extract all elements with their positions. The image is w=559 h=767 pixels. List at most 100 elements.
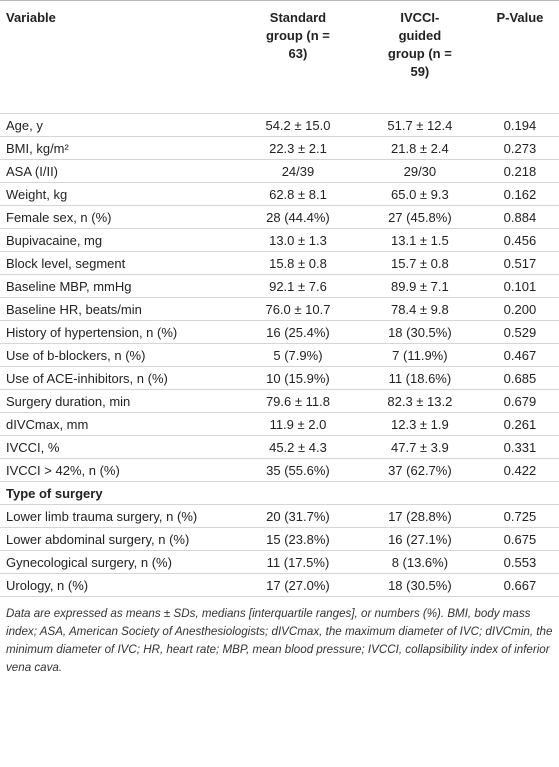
table-row: dIVCmax, mm 11.9 ± 2.0 12.3 ± 1.9 0.261 <box>0 412 559 436</box>
cell: 51.7 ± 12.4 <box>358 113 481 137</box>
row-label: Block level, segment <box>0 251 237 275</box>
table-row: Block level, segment 15.8 ± 0.8 15.7 ± 0.8… <box>0 251 559 275</box>
table-row: Bupivacaine, mg 13.0 ± 1.3 13.1 ± 1.5 0.456 <box>0 228 559 252</box>
cell: 29/30 <box>358 159 481 183</box>
cell: 0.884 <box>480 205 559 229</box>
cell: 82.3 ± 13.2 <box>358 389 481 413</box>
cell: 45.2 ± 4.3 <box>237 435 359 459</box>
cell: 0.467 <box>480 343 559 367</box>
cell: 16 (25.4%) <box>237 320 359 344</box>
header-text: Standard group (n = 63) <box>265 10 330 61</box>
row-label: Bupivacaine, mg <box>0 228 237 252</box>
cell: 15 (23.8%) <box>237 527 359 551</box>
row-label: Weight, kg <box>0 182 237 206</box>
cell: 0.517 <box>480 251 559 275</box>
row-label: ASA (I/II) <box>0 159 237 183</box>
table-row: Use of b-blockers, n (%) 5 (7.9%) 7 (11.9%… <box>0 343 559 367</box>
cell: 0.667 <box>480 573 559 597</box>
section-label: Type of surgery <box>0 481 559 505</box>
cell: 8 (13.6%) <box>358 550 481 574</box>
row-label: Lower limb trauma surgery, n (%) <box>0 504 237 528</box>
cell: 27 (45.8%) <box>358 205 481 229</box>
row-label: Female sex, n (%) <box>0 205 237 229</box>
header-text: IVCCI-guided group (n = 59) <box>387 10 452 79</box>
table-row: Urology, n (%) 17 (27.0%) 18 (30.5%) 0.667 <box>0 573 559 597</box>
cell: 0.162 <box>480 182 559 206</box>
header-row: Variable Standard group (n = 63) IVCCI-gui… <box>0 0 559 114</box>
table-row: IVCCI, % 45.2 ± 4.3 47.7 ± 3.9 0.331 <box>0 435 559 459</box>
cell: 0.422 <box>480 458 559 482</box>
row-label: Age, y <box>0 113 237 137</box>
cell: 92.1 ± 7.6 <box>237 274 359 298</box>
header-text: P-Value <box>496 10 544 25</box>
cell: 0.675 <box>480 527 559 551</box>
row-label: Urology, n (%) <box>0 573 237 597</box>
cell: 11 (18.6%) <box>358 366 481 390</box>
cell: 12.3 ± 1.9 <box>358 412 481 436</box>
cell: 5 (7.9%) <box>237 343 359 367</box>
cell: 28 (44.4%) <box>237 205 359 229</box>
table-row: Age, y 54.2 ± 15.0 51.7 ± 12.4 0.194 <box>0 113 559 137</box>
cell: 0.101 <box>480 274 559 298</box>
cell: 37 (62.7%) <box>358 458 481 482</box>
row-label: IVCCI, % <box>0 435 237 459</box>
cell: 47.7 ± 3.9 <box>358 435 481 459</box>
cell: 62.8 ± 8.1 <box>237 182 359 206</box>
cell: 79.6 ± 11.8 <box>237 389 359 413</box>
row-label: Use of ACE-inhibitors, n (%) <box>0 366 237 390</box>
table-row: Baseline HR, beats/min 76.0 ± 10.7 78.4 ± … <box>0 297 559 321</box>
table-row: IVCCI > 42%, n (%) 35 (55.6%) 37 (62.7%) 0.… <box>0 458 559 482</box>
cell: 0.218 <box>480 159 559 183</box>
cell: 0.456 <box>480 228 559 252</box>
cell: 16 (27.1%) <box>358 527 481 551</box>
cell: 18 (30.5%) <box>358 573 481 597</box>
cell: 35 (55.6%) <box>237 458 359 482</box>
cell: 0.273 <box>480 136 559 160</box>
cell: 13.1 ± 1.5 <box>358 228 481 252</box>
table-row: BMI, kg/m² 22.3 ± 2.1 21.8 ± 2.4 0.273 <box>0 136 559 160</box>
table-row: Surgery duration, min 79.6 ± 11.8 82.3 ± 1… <box>0 389 559 413</box>
row-label: History of hypertension, n (%) <box>0 320 237 344</box>
table-row: Use of ACE-inhibitors, n (%) 10 (15.9%) 11… <box>0 366 559 390</box>
cell: 7 (11.9%) <box>358 343 481 367</box>
cell: 0.529 <box>480 320 559 344</box>
table-row: Baseline MBP, mmHg 92.1 ± 7.6 89.9 ± 7.1 0.… <box>0 274 559 298</box>
data-table: Variable Standard group (n = 63) IVCCI-gui… <box>0 0 559 597</box>
header-cell: Variable <box>0 0 237 114</box>
header-cell: Standard group (n = 63) <box>237 0 359 114</box>
row-label: dIVCmax, mm <box>0 412 237 436</box>
table-row: History of hypertension, n (%) 16 (25.4%)… <box>0 320 559 344</box>
cell: 0.679 <box>480 389 559 413</box>
cell: 89.9 ± 7.1 <box>358 274 481 298</box>
row-label: Gynecological surgery, n (%) <box>0 550 237 574</box>
cell: 15.8 ± 0.8 <box>237 251 359 275</box>
footnote: Data are expressed as means ± SDs, media… <box>6 607 553 674</box>
row-label: BMI, kg/m² <box>0 136 237 160</box>
cell: 18 (30.5%) <box>358 320 481 344</box>
cell: 54.2 ± 15.0 <box>237 113 359 137</box>
cell: 0.725 <box>480 504 559 528</box>
cell: 78.4 ± 9.8 <box>358 297 481 321</box>
row-label: Baseline MBP, mmHg <box>0 274 237 298</box>
cell: 76.0 ± 10.7 <box>237 297 359 321</box>
cell: 17 (28.8%) <box>358 504 481 528</box>
cell: 0.194 <box>480 113 559 137</box>
table-header: Variable Standard group (n = 63) IVCCI-gui… <box>0 0 559 114</box>
cell: 0.685 <box>480 366 559 390</box>
cell: 0.553 <box>480 550 559 574</box>
cell: 0.331 <box>480 435 559 459</box>
cell: 11 (17.5%) <box>237 550 359 574</box>
table-row: Type of surgery <box>0 481 559 505</box>
table-row: Gynecological surgery, n (%) 11 (17.5%) 8 … <box>0 550 559 574</box>
cell: 22.3 ± 2.1 <box>237 136 359 160</box>
row-label: Surgery duration, min <box>0 389 237 413</box>
cell: 65.0 ± 9.3 <box>358 182 481 206</box>
row-label: Use of b-blockers, n (%) <box>0 343 237 367</box>
row-label: IVCCI > 42%, n (%) <box>0 458 237 482</box>
cell: 10 (15.9%) <box>237 366 359 390</box>
cell: 13.0 ± 1.3 <box>237 228 359 252</box>
cell: 15.7 ± 0.8 <box>358 251 481 275</box>
table-body: Age, y 54.2 ± 15.0 51.7 ± 12.4 0.194 BMI, kg… <box>0 113 559 597</box>
cell: 11.9 ± 2.0 <box>237 412 359 436</box>
